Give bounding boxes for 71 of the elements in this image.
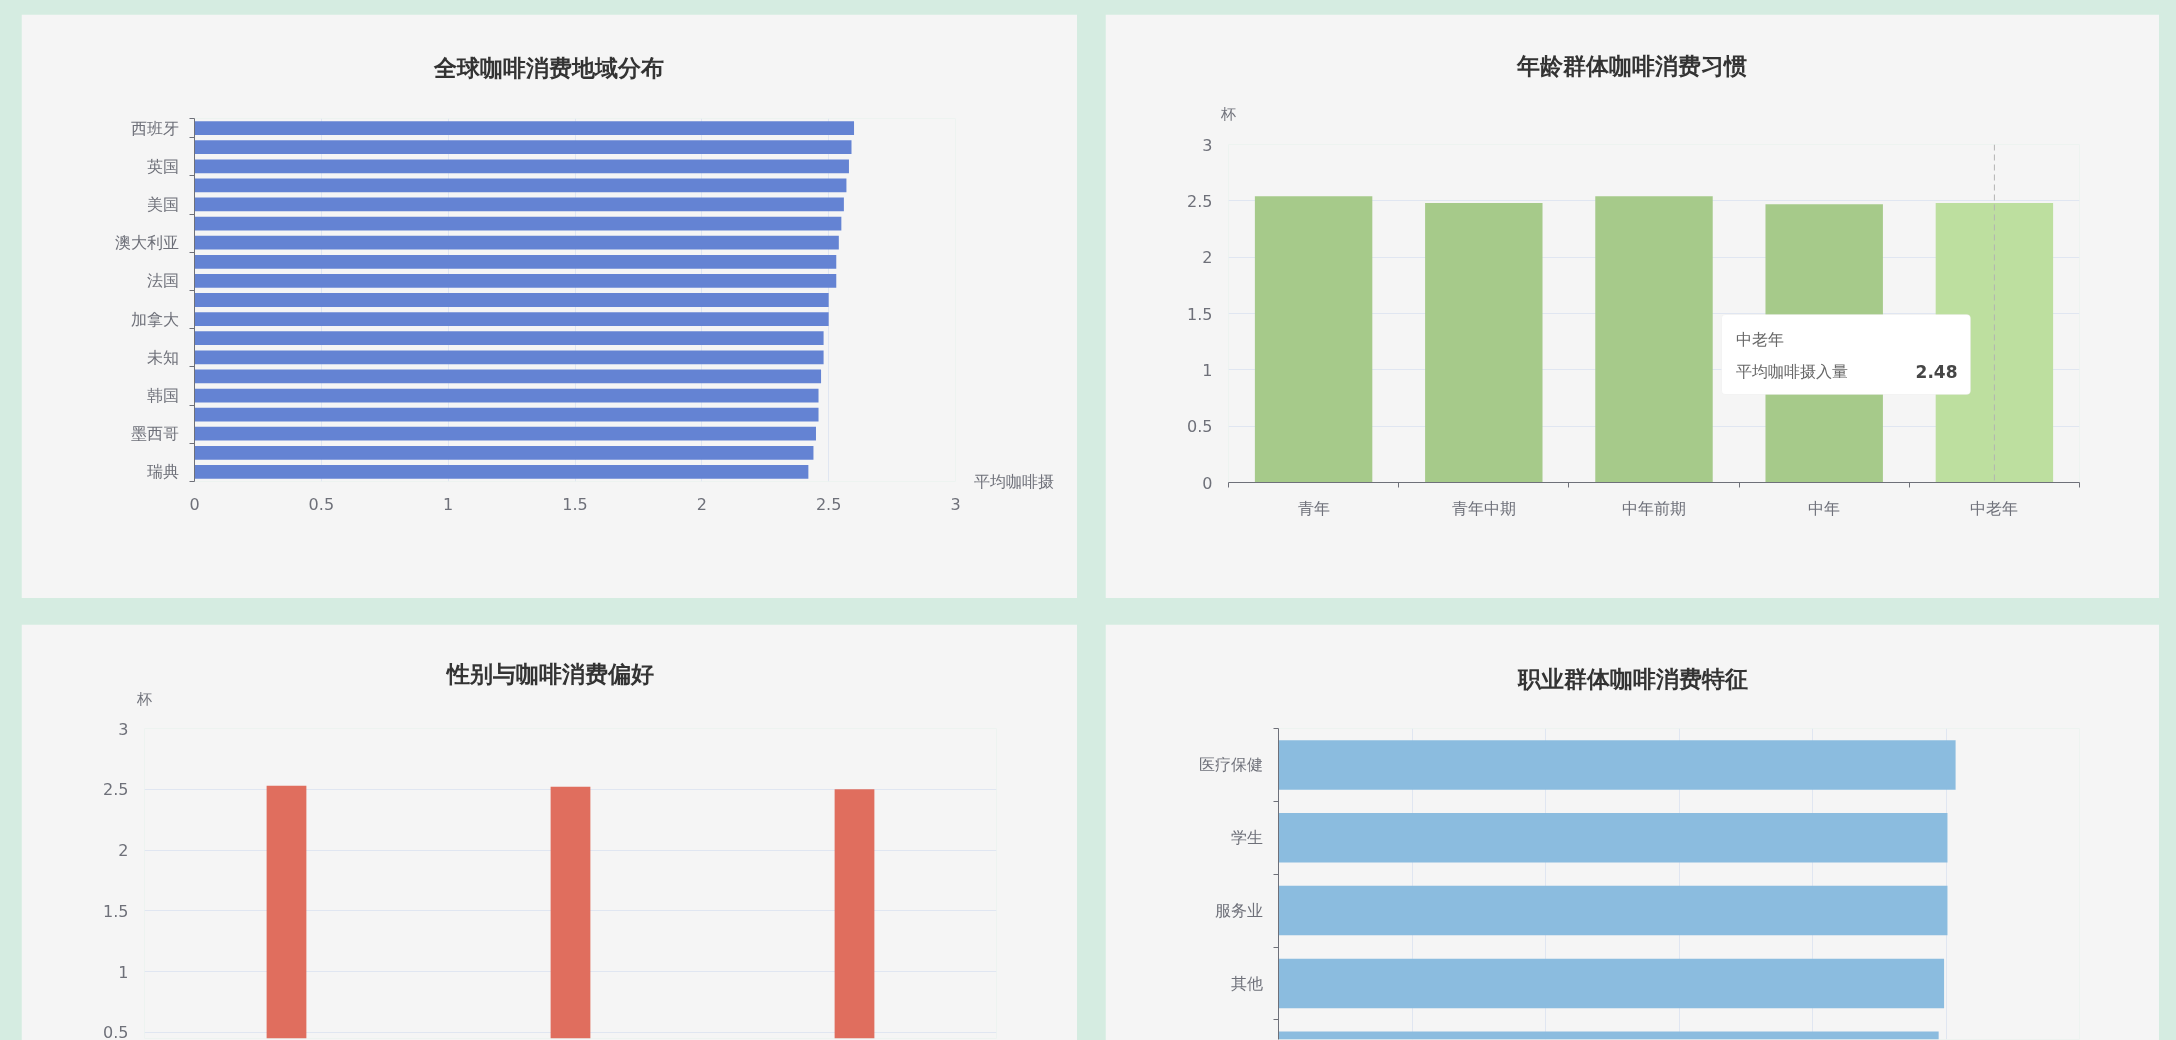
y-tick-label: 2 [1202, 248, 1213, 268]
y-tick-label: 瑞典 [146, 462, 179, 482]
y-tick-label: 2.5 [1187, 191, 1213, 211]
y-tick-label: 3 [1202, 135, 1213, 155]
y-tick-label: 0 [1202, 473, 1213, 493]
bar [1278, 885, 1948, 936]
x-tick-label: 青年 [1297, 498, 1330, 518]
x-tick-label: 中年 [1808, 498, 1841, 518]
bar [194, 369, 822, 384]
x-tick-label: 3 [950, 494, 961, 514]
bar [194, 178, 847, 193]
x-tick-label: 2 [696, 494, 707, 514]
bar [194, 121, 855, 135]
text: 平均咖啡摄入量 2.48 [1735, 362, 1958, 382]
bar [194, 350, 824, 365]
bar [194, 159, 849, 174]
bar [194, 293, 829, 307]
bar [194, 426, 816, 441]
y-tick-label: 韩国 [146, 386, 179, 406]
bar [1278, 812, 1948, 863]
x-tick-label: 0.5 [308, 494, 335, 514]
y-tick-label: 澳大利亚 [114, 233, 179, 253]
bar [194, 197, 844, 212]
x-tick-label: 1 [443, 494, 454, 514]
chart-title: 全球咖啡消费地域分布 [432, 54, 664, 81]
y-tick-label: 0.5 [1187, 417, 1213, 437]
y-tick-label: 其他 [1230, 973, 1263, 993]
bar [1278, 740, 1956, 790]
bar [194, 445, 814, 460]
y-tick-label: 2 [118, 841, 129, 861]
x-tick-label: 中老年 [1970, 498, 2019, 518]
bar [194, 465, 809, 479]
bar [194, 388, 819, 403]
y-tick-label: 2.5 [103, 780, 129, 800]
bar [194, 235, 839, 250]
chart-title: 职业群体咖啡消费特征 [1516, 666, 1748, 692]
y-tick-label: 1.5 [1187, 304, 1213, 324]
chart-title: 性别与咖啡消费偏好 [445, 660, 654, 687]
y-tick-label: 英国 [146, 156, 179, 176]
bar [194, 312, 829, 326]
bar [194, 254, 837, 269]
y-tick-label: 学生 [1230, 828, 1263, 848]
bar [194, 216, 842, 231]
y-tick-label: 服务业 [1214, 901, 1263, 921]
x-tick-label: 青年中期 [1451, 498, 1516, 518]
y-tick-label: 1 [1202, 360, 1213, 380]
x-tick-label: 中年前期 [1622, 498, 1686, 518]
y-tick-label: 0.5 [103, 1023, 129, 1040]
y-tick-label: 未知 [146, 347, 179, 367]
x-tick-label: 1.5 [562, 494, 588, 514]
x-tick-label: 0 [189, 494, 200, 514]
y-tick-label: 墨西哥 [130, 424, 179, 444]
bar [194, 274, 837, 288]
chart-title: 年龄群体咖啡消费习惯 [1515, 53, 1747, 79]
bar [194, 407, 819, 422]
bar [194, 331, 824, 346]
y-tick-label: 1 [118, 962, 129, 982]
y-tick-label: 法国 [146, 271, 179, 291]
y-tick-label: 3 [118, 719, 129, 739]
annotation: 中老年 [1735, 330, 1784, 349]
y-tick-label: 加拿大 [130, 309, 179, 329]
y-tick-label: 医疗保健 [1198, 755, 1263, 775]
y-axis-title: 杯 [136, 689, 152, 708]
bar [194, 140, 852, 155]
x-tick-label: 2.5 [815, 494, 842, 514]
y-tick-label: 美国 [146, 194, 179, 214]
y-axis-title: 杯 [1220, 104, 1236, 123]
y-tick-label: 1.5 [103, 901, 129, 921]
x-axis-title: 平均咖啡摄 [973, 472, 1054, 491]
bar [1278, 958, 1945, 1009]
y-tick-label: 西班牙 [130, 118, 179, 138]
